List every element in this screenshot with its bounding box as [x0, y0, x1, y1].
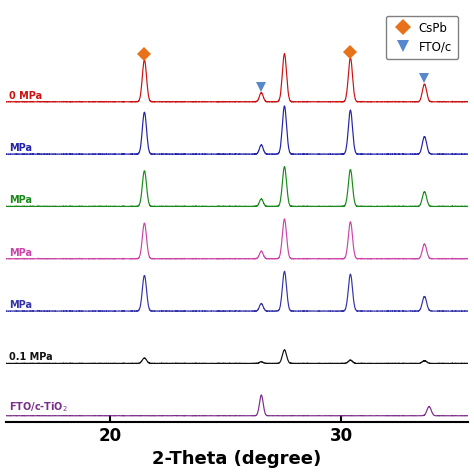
Text: 0 MPa: 0 MPa [9, 91, 42, 100]
Legend: CsPb, FTO/c: CsPb, FTO/c [386, 16, 458, 59]
X-axis label: 2-Theta (degree): 2-Theta (degree) [152, 450, 322, 468]
Text: MPa: MPa [9, 247, 32, 257]
Text: FTO/c-TiO$_2$: FTO/c-TiO$_2$ [9, 401, 68, 414]
Text: MPa: MPa [9, 300, 32, 310]
Text: 0.1 MPa: 0.1 MPa [9, 352, 53, 362]
Text: MPa: MPa [9, 195, 32, 205]
Text: MPa: MPa [9, 143, 32, 153]
